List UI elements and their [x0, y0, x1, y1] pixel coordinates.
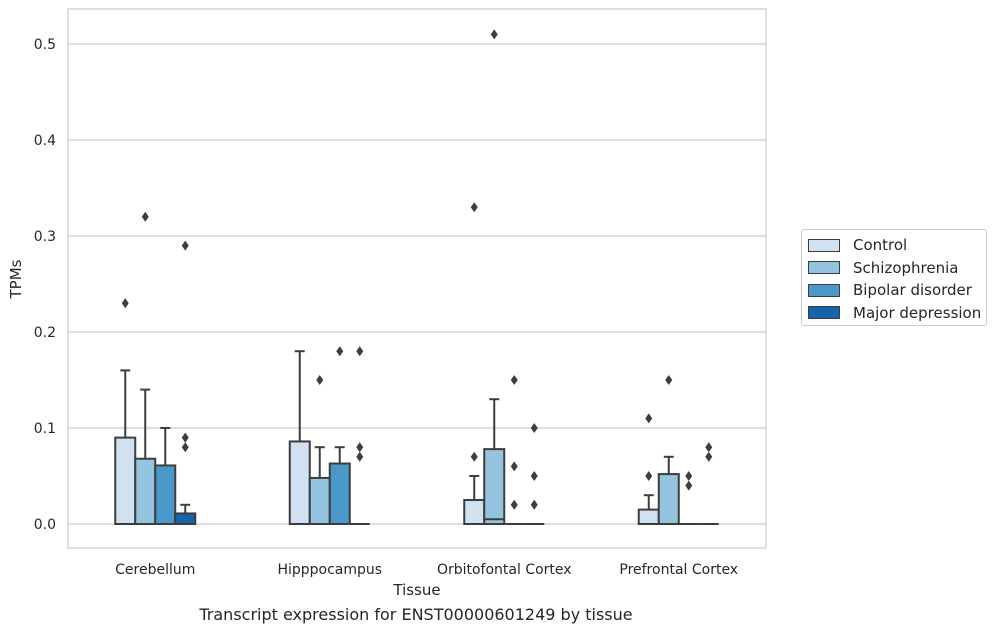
- outlier-point: [316, 375, 324, 385]
- x-tick-labels: Cerebellum Hipppocampus Orbitofontal Corte…: [115, 562, 738, 578]
- y-tick-label: 0.1: [34, 421, 56, 437]
- outlier-point: [356, 346, 364, 357]
- box-rect: [114, 436, 137, 526]
- x-tick-label: Prefrontal Cortex: [619, 562, 738, 578]
- box-0-2: [154, 427, 177, 526]
- box-rect: [463, 499, 486, 525]
- outlier-point: [645, 413, 653, 424]
- y-tick-labels: 0.0 0.1 0.2 0.3 0.4 0.5: [34, 37, 56, 533]
- outlier-point: [530, 499, 538, 510]
- legend-label: Control: [853, 236, 908, 255]
- box-2-3: [524, 423, 545, 525]
- plot-frame: [67, 8, 767, 549]
- plot-area: [68, 9, 766, 548]
- legend-swatch: [808, 306, 840, 320]
- box-rect: [134, 457, 157, 525]
- y-tick-label: 0.5: [34, 37, 56, 53]
- box-rect: [288, 440, 311, 525]
- box-1-3: [349, 346, 370, 525]
- box-0-0: [114, 298, 137, 526]
- x-tick-label: Cerebellum: [115, 562, 195, 578]
- boxes: [114, 29, 719, 526]
- legend-label: Bipolar disorder: [853, 281, 972, 300]
- box-3-0: [637, 413, 660, 526]
- outlier-point: [510, 375, 518, 385]
- outlier-point: [181, 442, 189, 453]
- legend-item: Schizophrenia: [808, 257, 980, 280]
- box-0-3: [174, 240, 197, 526]
- box-rect: [637, 508, 660, 526]
- outlier-point: [470, 202, 478, 213]
- outlier-point: [121, 298, 129, 309]
- x-tick-label: Hipppocampus: [277, 562, 382, 578]
- box-rect: [174, 512, 197, 526]
- outlier-point: [356, 451, 364, 462]
- chart-caption: Transcript expression for ENST0000060124…: [199, 605, 633, 624]
- y-tick-label: 0.3: [34, 229, 56, 245]
- x-tick-label: Orbitofontal Cortex: [437, 562, 572, 578]
- legend-swatch: [808, 238, 840, 252]
- box-3-1: [657, 375, 680, 525]
- outlier-point: [181, 432, 189, 443]
- outlier-point: [645, 471, 653, 481]
- box-2-2: [504, 375, 525, 525]
- outlier-point: [490, 29, 498, 40]
- legend-label: Schizophrenia: [853, 258, 959, 277]
- box-0-1: [134, 211, 157, 525]
- box-3-2: [678, 471, 699, 525]
- box-rect: [657, 473, 680, 525]
- outlier-point: [705, 442, 713, 453]
- y-tick-label: 0.2: [34, 325, 56, 341]
- outlier-point: [141, 211, 149, 222]
- box-rect: [154, 464, 177, 526]
- y-tick-label: 0.4: [34, 133, 56, 149]
- outlier-point: [665, 375, 673, 385]
- legend-item: Major depression: [808, 302, 982, 325]
- outlier-point: [356, 442, 364, 453]
- outlier-point: [470, 451, 478, 462]
- outlier-point: [685, 480, 693, 491]
- legend-swatch: [808, 283, 840, 297]
- outlier-point: [530, 471, 538, 481]
- y-tick-label: 0.0: [34, 517, 56, 533]
- box-rect: [308, 476, 331, 526]
- legend-item: Control: [808, 234, 980, 257]
- legend-swatch: [808, 261, 840, 275]
- outlier-point: [510, 461, 518, 472]
- legend: Control Schizophrenia Bipolar disorder Majo…: [801, 229, 987, 326]
- legend-label: Major depression: [853, 303, 982, 322]
- y-axis-title: TPMs: [7, 259, 25, 299]
- outlier-point: [530, 423, 538, 433]
- box-3-3: [698, 442, 719, 525]
- box-1-2: [328, 346, 351, 525]
- box-rect: [328, 462, 351, 525]
- outlier-point: [685, 471, 693, 481]
- box-rect: [483, 448, 506, 525]
- legend-item: Bipolar disorder: [808, 279, 980, 302]
- outlier-point: [336, 346, 344, 357]
- outlier-point: [510, 499, 518, 510]
- outlier-point: [705, 451, 713, 462]
- x-axis-title: Tissue: [392, 581, 440, 599]
- box-2-1: [483, 29, 506, 525]
- outlier-point: [181, 240, 189, 251]
- box-1-0: [288, 350, 311, 525]
